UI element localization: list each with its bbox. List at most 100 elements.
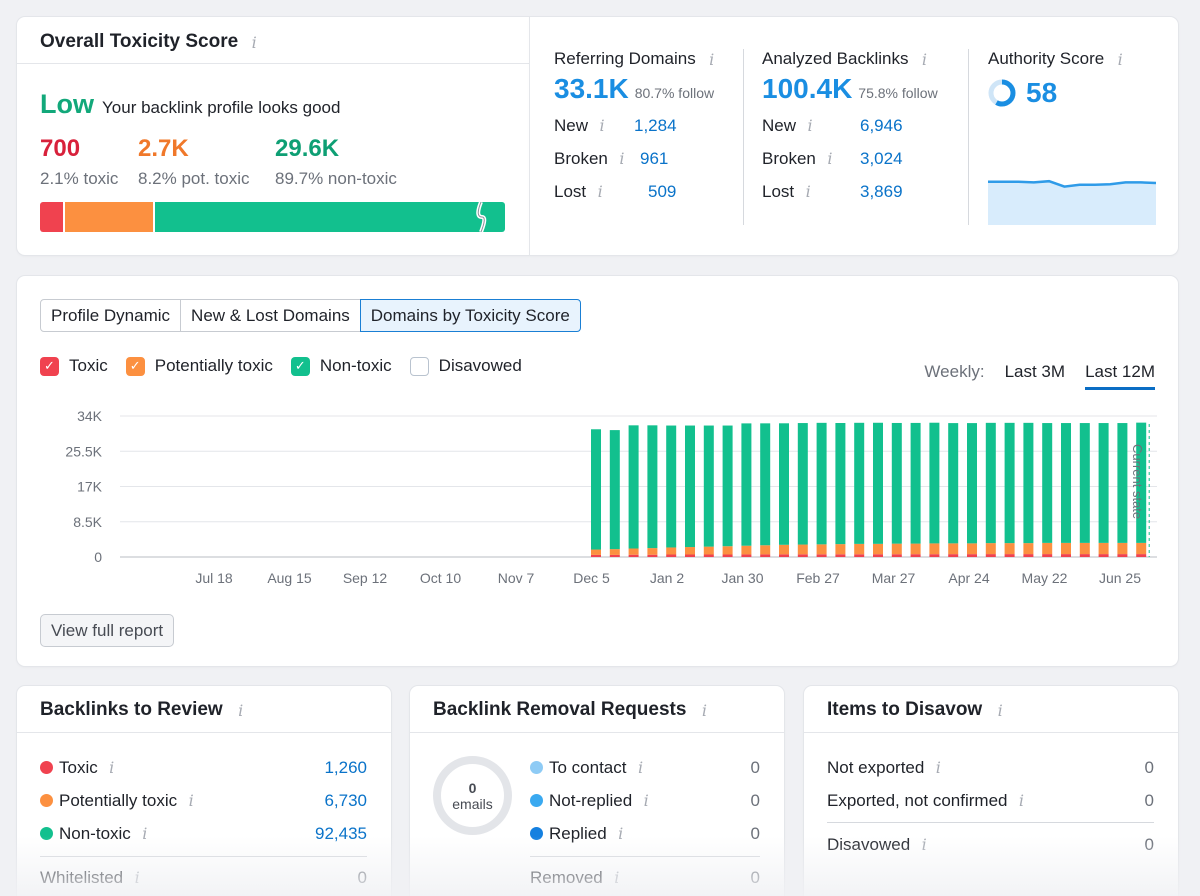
- review-pot-toxic-value[interactable]: 6,730: [324, 790, 367, 810]
- bar-potentially-toxic[interactable]: [741, 545, 752, 555]
- bar-toxic[interactable]: [779, 554, 789, 557]
- bar-toxic[interactable]: [741, 554, 752, 557]
- bar-non-toxic[interactable]: [985, 422, 996, 544]
- bar-non-toxic[interactable]: [891, 422, 902, 544]
- bar-non-toxic[interactable]: [1042, 423, 1053, 543]
- bar-potentially-toxic[interactable]: [760, 545, 771, 555]
- range-last-12m[interactable]: Last 12M: [1085, 362, 1155, 390]
- tab-profile-dynamic[interactable]: Profile Dynamic: [40, 299, 182, 332]
- bar-potentially-toxic[interactable]: [1042, 542, 1053, 555]
- info-icon[interactable]: i: [935, 758, 941, 777]
- info-icon[interactable]: i: [1018, 791, 1025, 810]
- info-icon[interactable]: i: [618, 824, 624, 843]
- info-icon[interactable]: i: [807, 116, 813, 135]
- referring-broken-value[interactable]: 961: [640, 148, 669, 168]
- bar-toxic[interactable]: [948, 554, 959, 557]
- bar-non-toxic[interactable]: [1079, 423, 1090, 543]
- tab-new-lost-domains[interactable]: New & Lost Domains: [180, 299, 361, 332]
- checkbox-checked-icon[interactable]: ✓: [290, 356, 310, 376]
- bar-potentially-toxic[interactable]: [647, 548, 658, 555]
- range-last-3m[interactable]: Last 3M: [1004, 362, 1066, 381]
- bar-toxic[interactable]: [628, 554, 639, 557]
- bar-toxic[interactable]: [1061, 554, 1071, 557]
- checkbox-checked-icon[interactable]: ✓: [125, 356, 145, 376]
- bar-potentially-toxic[interactable]: [779, 544, 789, 555]
- bar-toxic[interactable]: [591, 554, 601, 557]
- info-icon[interactable]: i: [643, 791, 649, 810]
- bar-toxic[interactable]: [722, 554, 733, 557]
- bar-potentially-toxic[interactable]: [891, 543, 902, 555]
- bar-non-toxic[interactable]: [1136, 422, 1147, 543]
- legend-toxic[interactable]: ✓ Toxic: [40, 356, 108, 376]
- bar-potentially-toxic[interactable]: [1136, 542, 1147, 555]
- bar-non-toxic[interactable]: [779, 423, 789, 545]
- bar-non-toxic[interactable]: [910, 422, 921, 544]
- bar-potentially-toxic[interactable]: [1079, 542, 1090, 555]
- bar-potentially-toxic[interactable]: [666, 547, 677, 555]
- bar-toxic[interactable]: [1004, 554, 1015, 557]
- bar-toxic[interactable]: [1098, 554, 1109, 557]
- backlinks-lost-value[interactable]: 3,869: [860, 181, 903, 201]
- info-icon[interactable]: i: [1117, 49, 1123, 69]
- info-icon[interactable]: i: [109, 758, 115, 777]
- bar-toxic[interactable]: [1117, 554, 1128, 557]
- bar-potentially-toxic[interactable]: [873, 543, 883, 555]
- bar-potentially-toxic[interactable]: [1098, 542, 1109, 555]
- bar-toxic[interactable]: [816, 554, 827, 557]
- info-icon[interactable]: i: [599, 116, 605, 135]
- referring-lost-value[interactable]: 509: [648, 181, 677, 201]
- bar-toxic[interactable]: [873, 554, 883, 557]
- bar-potentially-toxic[interactable]: [948, 543, 959, 555]
- info-icon[interactable]: i: [134, 868, 140, 887]
- backlinks-broken-value[interactable]: 3,024: [860, 148, 903, 168]
- bar-toxic[interactable]: [609, 554, 620, 557]
- bar-potentially-toxic[interactable]: [628, 548, 639, 555]
- bar-toxic[interactable]: [967, 554, 977, 557]
- bar-non-toxic[interactable]: [1023, 422, 1034, 544]
- bar-non-toxic[interactable]: [1117, 423, 1128, 543]
- legend-potentially-toxic[interactable]: ✓ Potentially toxic: [125, 356, 273, 376]
- bar-potentially-toxic[interactable]: [1023, 543, 1034, 555]
- bar-non-toxic[interactable]: [741, 423, 752, 546]
- bar-non-toxic[interactable]: [666, 425, 677, 548]
- bar-non-toxic[interactable]: [609, 430, 620, 550]
- bar-potentially-toxic[interactable]: [685, 547, 695, 555]
- bar-potentially-toxic[interactable]: [1061, 542, 1071, 555]
- legend-disavowed[interactable]: Disavowed: [409, 356, 522, 376]
- bar-non-toxic[interactable]: [816, 422, 827, 545]
- bar-toxic[interactable]: [1079, 554, 1090, 557]
- bar-potentially-toxic[interactable]: [816, 544, 827, 555]
- bar-potentially-toxic[interactable]: [703, 546, 714, 555]
- bar-non-toxic[interactable]: [647, 425, 658, 549]
- bar-non-toxic[interactable]: [685, 425, 695, 548]
- bar-toxic[interactable]: [647, 554, 658, 557]
- backlinks-new-value[interactable]: 6,946: [860, 115, 903, 135]
- referring-new-value[interactable]: 1,284: [634, 115, 677, 135]
- backlinks-value[interactable]: 100.4K: [762, 73, 853, 104]
- bar-non-toxic[interactable]: [1004, 422, 1015, 544]
- bar-non-toxic[interactable]: [948, 423, 959, 544]
- bar-potentially-toxic[interactable]: [1004, 543, 1015, 555]
- bar-non-toxic[interactable]: [591, 429, 601, 550]
- checkbox-checked-icon[interactable]: ✓: [40, 356, 59, 376]
- authority-value[interactable]: 58: [1026, 77, 1058, 108]
- bar-potentially-toxic[interactable]: [835, 544, 846, 555]
- info-icon[interactable]: i: [251, 32, 257, 52]
- bar-toxic[interactable]: [797, 554, 808, 557]
- bar-non-toxic[interactable]: [760, 423, 771, 546]
- bar-toxic[interactable]: [891, 554, 902, 557]
- info-icon[interactable]: i: [188, 791, 194, 810]
- info-icon[interactable]: i: [709, 49, 715, 69]
- bar-toxic[interactable]: [760, 554, 771, 557]
- bar-potentially-toxic[interactable]: [1117, 542, 1128, 555]
- bar-non-toxic[interactable]: [797, 423, 808, 545]
- bar-toxic[interactable]: [910, 554, 921, 557]
- bar-potentially-toxic[interactable]: [854, 543, 865, 555]
- bar-non-toxic[interactable]: [703, 425, 714, 547]
- bar-non-toxic[interactable]: [835, 423, 846, 545]
- bar-non-toxic[interactable]: [1061, 423, 1071, 543]
- bar-toxic[interactable]: [1023, 554, 1034, 557]
- bar-potentially-toxic[interactable]: [591, 549, 601, 555]
- checkbox-unchecked-icon[interactable]: [409, 356, 429, 376]
- bar-potentially-toxic[interactable]: [967, 543, 977, 555]
